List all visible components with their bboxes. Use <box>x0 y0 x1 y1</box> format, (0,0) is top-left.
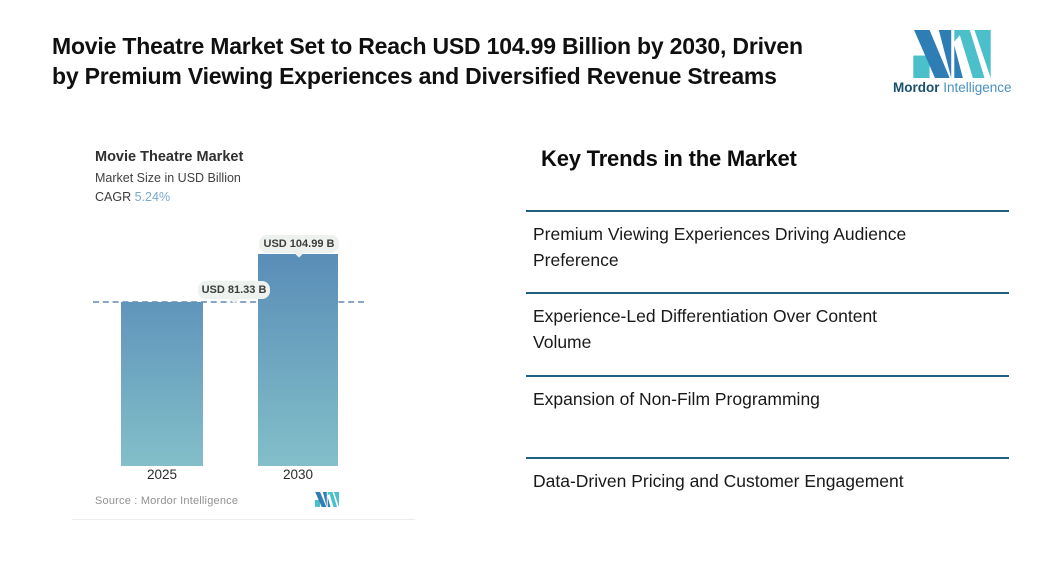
bar-2030 <box>258 254 338 466</box>
page-title-line2: by Premium Viewing Experiences and Diver… <box>52 63 777 89</box>
bar-value-label-2025: USD 81.33 B <box>198 281 270 299</box>
trend-item-experience-led: Experience-Led Differentiation Over Cont… <box>526 292 1009 375</box>
key-trends-heading: Key Trends in the Market <box>541 146 797 171</box>
trend-item-premium-viewing: Premium Viewing Experiences Driving Audi… <box>526 210 1009 292</box>
x-axis-label-2030: 2030 <box>282 467 314 482</box>
reference-dashed-line <box>93 301 364 303</box>
chart-cagr: CAGR 5.24% <box>95 190 170 204</box>
mordor-intelligence-logo-icon <box>913 30 991 78</box>
bar-2025 <box>121 302 203 466</box>
chart-title: Movie Theatre Market <box>95 149 244 165</box>
key-trends-panel: Key Trends in the Market Premium Viewing… <box>526 142 1009 491</box>
brand-name: Mordor Intelligence <box>893 80 1012 95</box>
chart-subtitle: Market Size in USD Billion <box>95 171 241 185</box>
page-title-line1: Movie Theatre Market Set to Reach USD 10… <box>52 33 803 59</box>
brand-name-intelligence: Intelligence <box>943 80 1012 95</box>
trend-item-data-driven-pricing: Data-Driven Pricing and Customer Engagem… <box>526 457 1009 517</box>
brand-name-mordor: Mordor <box>893 80 940 95</box>
mordor-logo-mini-icon <box>315 492 339 507</box>
market-chart-card: Movie Theatre Market Market Size in USD … <box>72 135 415 520</box>
bar-value-label-2030: USD 104.99 B <box>259 235 339 253</box>
source-text: Source : Mordor Intelligence <box>95 495 239 507</box>
trend-item-non-film-programming: Expansion of Non-Film Programming <box>526 375 1009 457</box>
cagr-value: 5.24% <box>134 190 171 204</box>
x-axis-label-2025: 2025 <box>146 467 178 482</box>
brand-block: Mordor Intelligence <box>893 30 1012 95</box>
cagr-label: CAGR <box>95 190 132 204</box>
page-title: Movie Theatre Market Set to Reach USD 10… <box>52 31 902 91</box>
trend-list: Premium Viewing Experiences Driving Audi… <box>526 210 1009 517</box>
